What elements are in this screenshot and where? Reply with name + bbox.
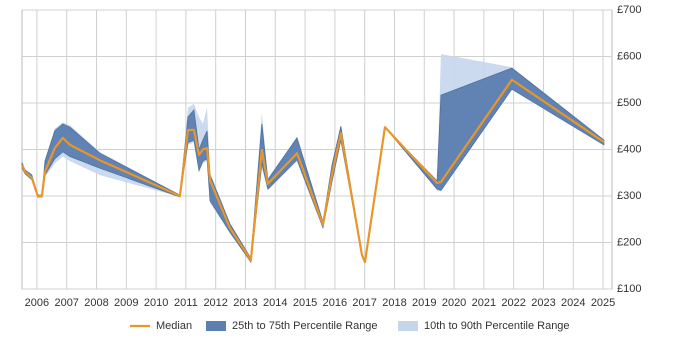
x-tick-label: 2006 [25, 297, 49, 309]
legend-label: Median [156, 320, 192, 332]
x-tick-label: 2010 [144, 297, 168, 309]
x-tick-label: 2016 [323, 297, 347, 309]
y-tick-label: £200 [617, 236, 641, 248]
x-tick-label: 2021 [472, 297, 496, 309]
x-tick-label: 2013 [233, 297, 257, 309]
x-tick-label: 2025 [591, 297, 615, 309]
x-tick-label: 2011 [174, 297, 198, 309]
x-tick-label: 2022 [501, 297, 525, 309]
y-tick-label: £700 [617, 4, 641, 16]
x-tick-label: 2008 [84, 297, 108, 309]
median-line [20, 78, 605, 264]
x-tick-label: 2023 [531, 297, 555, 309]
y-tick-label: £100 [617, 283, 641, 295]
x-tick-label: 2012 [203, 297, 227, 309]
x-tick-label: 2024 [561, 297, 585, 309]
x-tick-label: 2020 [442, 297, 466, 309]
y-tick-label: £400 [617, 143, 641, 155]
x-tick-label: 2015 [293, 297, 317, 309]
x-tick-label: 2018 [382, 297, 406, 309]
y-tick-label: £500 [617, 97, 641, 109]
x-tick-label: 2014 [263, 297, 287, 309]
y-tick-label: £300 [617, 190, 641, 202]
x-tick-label: 2019 [412, 297, 436, 309]
x-tick-label: 2009 [114, 297, 138, 309]
legend-swatch [398, 321, 418, 331]
y-tick-label: £600 [617, 50, 641, 62]
x-tick-label: 2007 [54, 297, 78, 309]
legend-swatch [206, 321, 226, 331]
legend-label: 25th to 75th Percentile Range [232, 320, 378, 332]
legend-label: 10th to 90th Percentile Range [424, 320, 570, 332]
x-tick-label: 2017 [352, 297, 376, 309]
